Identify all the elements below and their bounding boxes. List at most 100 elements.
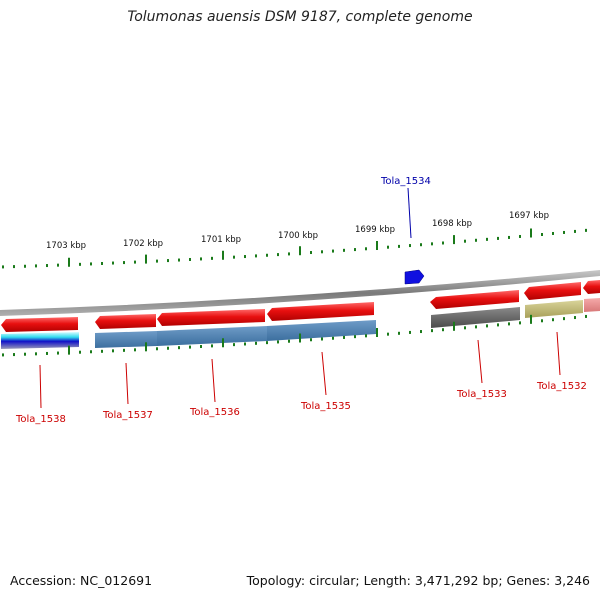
gene-label-tola-1536[interactable]: Tola_1536 <box>189 407 240 418</box>
scale-label-1701: 1701 kbp <box>201 235 241 245</box>
outer-minor-tick <box>519 234 521 238</box>
inner-minor-tick <box>552 318 554 322</box>
inner-minor-tick <box>57 351 59 355</box>
gene-tola-1534[interactable] <box>404 269 425 285</box>
inner-minor-tick <box>310 338 312 342</box>
outer-minor-tick <box>2 265 4 269</box>
gene-label-tola-1535[interactable]: Tola_1535 <box>300 401 351 412</box>
gene-label-tola-1534[interactable]: Tola_1534 <box>380 176 431 187</box>
inner-scale-ticks <box>2 314 587 357</box>
gene-label-tola-1533[interactable]: Tola_1533 <box>456 389 507 400</box>
accession-text: Accession: NC_012691 <box>10 573 153 588</box>
cog-block-1536 <box>157 326 267 346</box>
inner-minor-tick <box>13 353 15 357</box>
outer-minor-tick <box>541 232 543 236</box>
inner-minor-tick <box>2 353 4 357</box>
scale-labels: 1703 kbp 1702 kbp 1701 kbp 1700 kbp 1699… <box>46 211 549 251</box>
scale-label-1702: 1702 kbp <box>123 239 163 249</box>
inner-major-tick <box>145 342 147 352</box>
cog-block-1538 <box>1 332 79 349</box>
outer-minor-tick <box>178 258 180 262</box>
outer-minor-tick <box>321 250 323 254</box>
outer-minor-tick <box>497 236 499 240</box>
outer-minor-tick <box>24 264 26 268</box>
outer-minor-tick <box>464 239 466 243</box>
gene-labels: Tola_1534 Tola_1538 Tola_1537 Tola_1536 … <box>15 176 587 425</box>
leader-1532 <box>556 331 561 376</box>
inner-minor-tick <box>398 331 400 335</box>
gene-arrow-1535[interactable] <box>267 302 374 321</box>
inner-minor-tick <box>288 339 290 343</box>
leader-1537 <box>125 362 129 405</box>
cog-block-edge <box>584 298 600 312</box>
gene-label-tola-1538[interactable]: Tola_1538 <box>15 414 66 425</box>
inner-minor-tick <box>189 345 191 349</box>
outer-major-tick <box>530 228 532 238</box>
inner-minor-tick <box>464 326 466 330</box>
outer-minor-tick <box>79 262 81 266</box>
inner-minor-tick <box>266 341 268 345</box>
gene-label-tola-1537[interactable]: Tola_1537 <box>102 410 153 421</box>
inner-minor-tick <box>101 349 103 353</box>
leader-1536 <box>211 358 216 403</box>
outer-scale-ticks <box>2 228 587 269</box>
inner-minor-tick <box>563 317 565 321</box>
scale-label-1697: 1697 kbp <box>509 211 549 221</box>
outer-minor-tick <box>574 229 576 233</box>
outer-minor-tick <box>409 244 411 248</box>
inner-minor-tick <box>332 336 334 340</box>
inner-minor-tick <box>156 347 158 351</box>
outer-minor-tick <box>277 253 279 257</box>
inner-minor-tick <box>574 316 576 320</box>
outer-minor-tick <box>354 248 356 252</box>
inner-minor-tick <box>35 352 37 356</box>
inner-minor-tick <box>420 330 422 334</box>
outer-minor-tick <box>101 261 103 265</box>
outer-minor-tick <box>57 263 59 267</box>
inner-minor-tick <box>387 332 389 336</box>
inner-minor-tick <box>255 341 257 345</box>
inner-minor-tick <box>90 350 92 354</box>
outer-minor-tick <box>200 257 202 261</box>
outer-minor-tick <box>585 228 587 232</box>
label-leaders <box>39 187 561 409</box>
gene-arrow-1538[interactable] <box>1 317 78 332</box>
outer-major-tick <box>453 235 455 245</box>
inner-minor-tick <box>431 329 433 333</box>
inner-minor-tick <box>365 334 367 338</box>
inner-minor-tick <box>178 346 180 350</box>
gene-arrow-1537[interactable] <box>95 314 156 329</box>
inner-minor-tick <box>497 323 499 327</box>
inner-minor-tick <box>442 328 444 332</box>
outer-minor-tick <box>365 247 367 251</box>
outer-minor-tick <box>310 251 312 255</box>
inner-minor-tick <box>112 349 114 353</box>
genome-backbone <box>0 270 600 316</box>
outer-minor-tick <box>167 259 169 263</box>
outer-minor-tick <box>486 237 488 241</box>
outer-major-tick <box>376 241 378 251</box>
gene-arrow-1533[interactable] <box>430 290 519 309</box>
outer-minor-tick <box>134 260 136 264</box>
gene-arrow-1536[interactable] <box>157 309 265 326</box>
outer-minor-tick <box>211 256 213 260</box>
inner-minor-tick <box>211 344 213 348</box>
scale-label-1698: 1698 kbp <box>432 219 472 229</box>
inner-major-tick <box>299 333 301 343</box>
gene-arrow-edge[interactable] <box>583 280 600 294</box>
outer-major-tick <box>222 250 224 260</box>
gene-arrow-1532[interactable] <box>524 282 581 300</box>
inner-major-tick <box>376 328 378 338</box>
gene-label-tola-1532[interactable]: Tola_1532 <box>536 381 587 392</box>
cog-block-1532 <box>525 300 583 318</box>
inner-minor-tick <box>409 330 411 334</box>
inner-minor-tick <box>46 351 48 355</box>
inner-minor-tick <box>321 337 323 341</box>
cog-blocks <box>1 298 600 349</box>
inner-minor-tick <box>134 348 136 352</box>
inner-minor-tick <box>277 340 279 344</box>
leader-1534 <box>407 187 412 239</box>
inner-minor-tick <box>585 314 587 318</box>
inner-minor-tick <box>24 352 26 356</box>
